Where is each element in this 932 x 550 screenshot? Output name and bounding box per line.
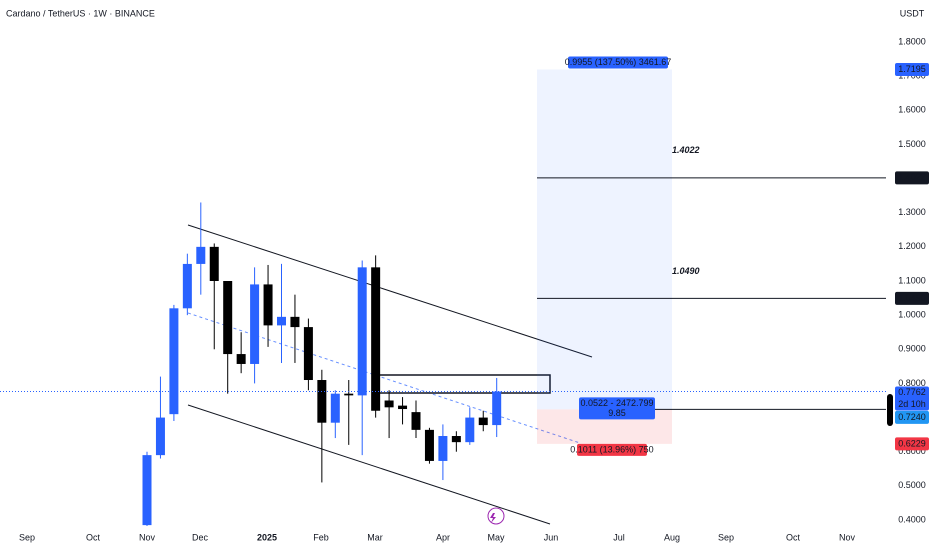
handle [887, 394, 893, 426]
y-tick-label: 1.2000 [898, 241, 926, 251]
level-axis-label: 1.4022 [898, 172, 926, 182]
position-axis-label: 0.6229 [898, 438, 926, 448]
currency: USDT [900, 8, 925, 18]
candle-body [330, 393, 340, 423]
entry-label: 0.0522 - 2472.799 [580, 398, 653, 408]
chart-title: Cardano / TetherUS · 1W · BINANCE [6, 8, 155, 18]
candle-body [344, 393, 354, 396]
candle-body [438, 436, 448, 461]
label-box [568, 56, 668, 69]
x-tick-label: Jul [613, 532, 625, 542]
y-tick-label: 0.6000 [898, 446, 926, 456]
candle-body [263, 284, 273, 326]
y-tick-label: 1.5000 [898, 139, 926, 149]
label-box [895, 410, 929, 424]
y-tick-label: 0.9000 [898, 344, 926, 354]
event-circle [487, 507, 505, 525]
x-tick-label: 2025 [257, 532, 277, 542]
level-axis-label: 1.0490 [898, 293, 926, 303]
x-tick-label: Oct [86, 532, 101, 542]
x-tick-label: Nov [839, 532, 856, 542]
candle-body [492, 391, 502, 426]
event-icon [490, 513, 496, 523]
candle-body [371, 267, 381, 411]
candle-body [277, 316, 286, 326]
candle-body [155, 417, 165, 456]
x-tick-label: Sep [19, 532, 35, 542]
candle-body [182, 263, 192, 309]
x-tick-label: Nov [139, 532, 156, 542]
candle-body [290, 316, 300, 328]
candle-body [478, 417, 488, 426]
y-tick-label: 0.4000 [898, 514, 926, 524]
channel-bottom [187, 404, 551, 525]
candle-body [357, 267, 367, 396]
candle-body [451, 436, 461, 443]
candle-body [384, 400, 394, 408]
x-tick-label: Aug [664, 532, 680, 542]
candle-body [250, 284, 260, 364]
y-tick-label: 0.5000 [898, 480, 926, 490]
candle-body [465, 417, 475, 443]
candle-body [303, 327, 313, 381]
entry-qty: 9.85 [608, 408, 626, 418]
y-tick-label: 0.8000 [898, 378, 926, 388]
last-price-label: 0.7762 [898, 387, 926, 397]
position-axis-label: 0.7240 [898, 412, 926, 422]
x-tick-label: Jun [544, 532, 559, 542]
candle-body [223, 281, 233, 355]
position-axis-label: 1.7195 [898, 64, 926, 74]
candle-body [411, 412, 421, 430]
target-zone [537, 69, 672, 410]
label-box [895, 171, 929, 185]
drawings [187, 224, 593, 525]
countdown: 2d 10h [898, 399, 926, 409]
candle-body [398, 405, 408, 410]
channel-top [187, 224, 593, 358]
label-box [895, 291, 929, 305]
candle-body [424, 429, 434, 461]
level-big-label: 1.4022 [672, 145, 700, 155]
label-box [577, 443, 647, 456]
x-tick-label: Feb [313, 532, 329, 542]
dashed-trend [187, 312, 581, 444]
x-tick-label: May [487, 532, 505, 542]
x-tick-label: Oct [786, 532, 801, 542]
label-box [579, 397, 655, 420]
x-tick-label: Sep [718, 532, 734, 542]
target-label: 0.9955 (137.50%) 3461.67 [565, 57, 672, 67]
label-box [895, 386, 929, 411]
y-tick-label: 1.6000 [898, 105, 926, 115]
y-tick-label: 1.0000 [898, 310, 926, 320]
candle-body [196, 246, 206, 264]
y-tick-label: 1.1000 [898, 275, 926, 285]
candle-body [169, 308, 179, 415]
x-tick-label: Dec [192, 532, 209, 542]
zone-box [375, 374, 551, 394]
level-big-label: 1.0490 [672, 266, 700, 276]
label-box [895, 437, 929, 451]
x-tick-label: Mar [367, 532, 383, 542]
label-box [895, 62, 929, 76]
candle-body [209, 246, 219, 281]
y-tick-label: 1.8000 [898, 36, 926, 46]
x-tick-label: Apr [436, 532, 450, 542]
y-tick-label: 1.3000 [898, 207, 926, 217]
candle-body [317, 380, 327, 423]
candle-body [236, 354, 246, 364]
candle-body [142, 455, 152, 526]
stop-label: 0.1011 (13.96%) 750 [570, 444, 653, 454]
